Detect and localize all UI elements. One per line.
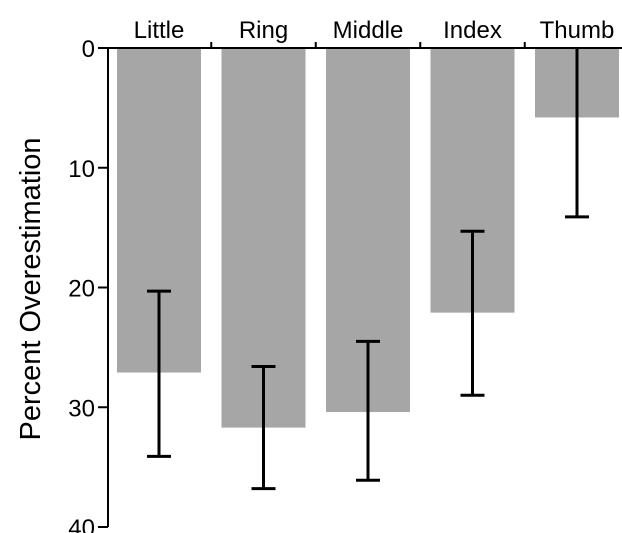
y-tick-label: 10 [68,156,95,183]
x-tick-label-middle: Middle [333,17,404,44]
error-bars-group [147,48,589,491]
bar-ring [221,48,306,428]
x-tick-label-ring: Ring [239,17,288,44]
y-tick-label: 40 [68,515,95,533]
x-tick-label-little: Little [134,17,185,44]
axes-group: Little Ring Middle Index Thumb 0 10 20 30 40 [68,17,622,533]
y-tick-label: 20 [68,276,95,303]
x-tick-label-index: Index [443,17,502,44]
y-axis-title: Percent Overestimation [15,137,47,440]
y-tick-label: 0 [82,36,95,63]
y-tick-label: 30 [68,395,95,422]
x-tick-label-thumb: Thumb [540,17,615,44]
